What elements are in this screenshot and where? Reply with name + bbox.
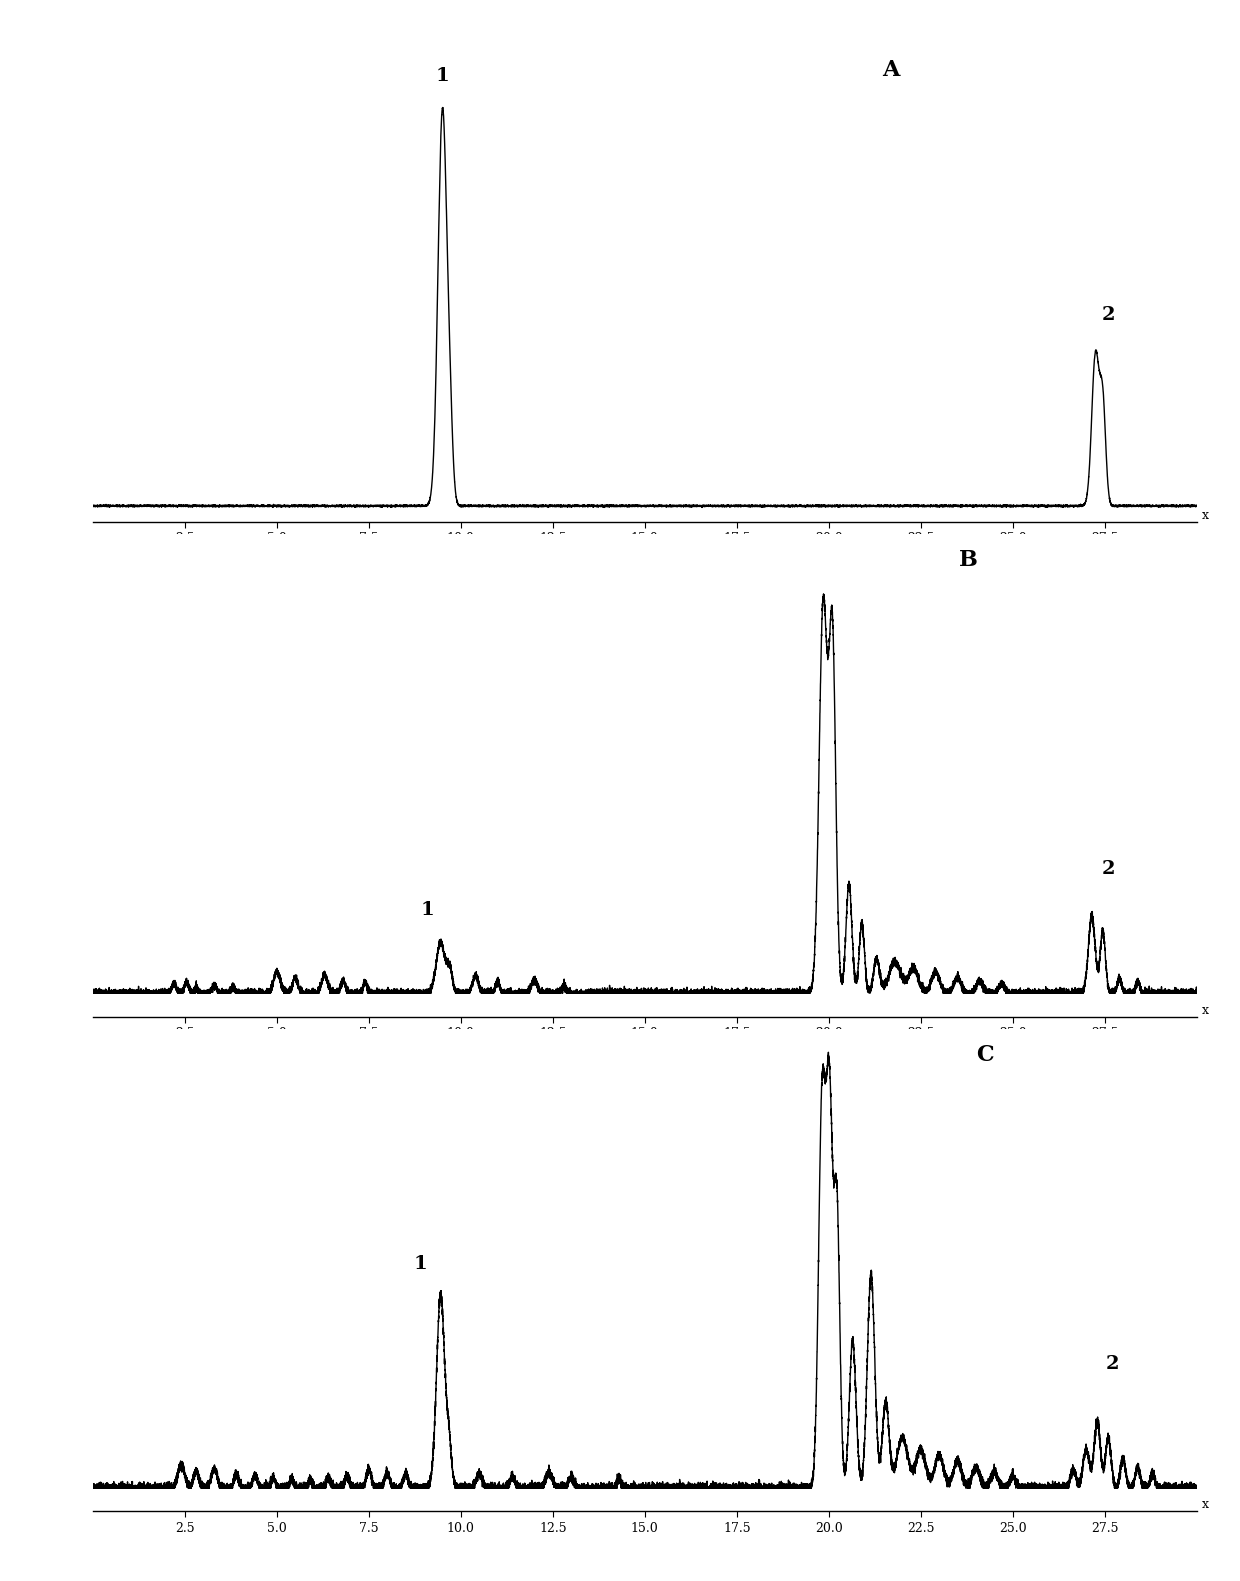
Text: C: C (976, 1043, 993, 1066)
Text: x: x (1202, 509, 1209, 522)
Text: 2: 2 (1101, 307, 1115, 324)
Text: 2: 2 (1105, 1355, 1118, 1374)
Text: x: x (1202, 1004, 1209, 1017)
Text: 2: 2 (1101, 860, 1115, 877)
Text: B: B (960, 549, 978, 571)
Text: 1: 1 (435, 66, 449, 85)
Text: A: A (882, 58, 899, 81)
Text: 1: 1 (420, 901, 435, 920)
Text: x: x (1202, 1499, 1209, 1511)
Text: 1: 1 (413, 1255, 428, 1273)
